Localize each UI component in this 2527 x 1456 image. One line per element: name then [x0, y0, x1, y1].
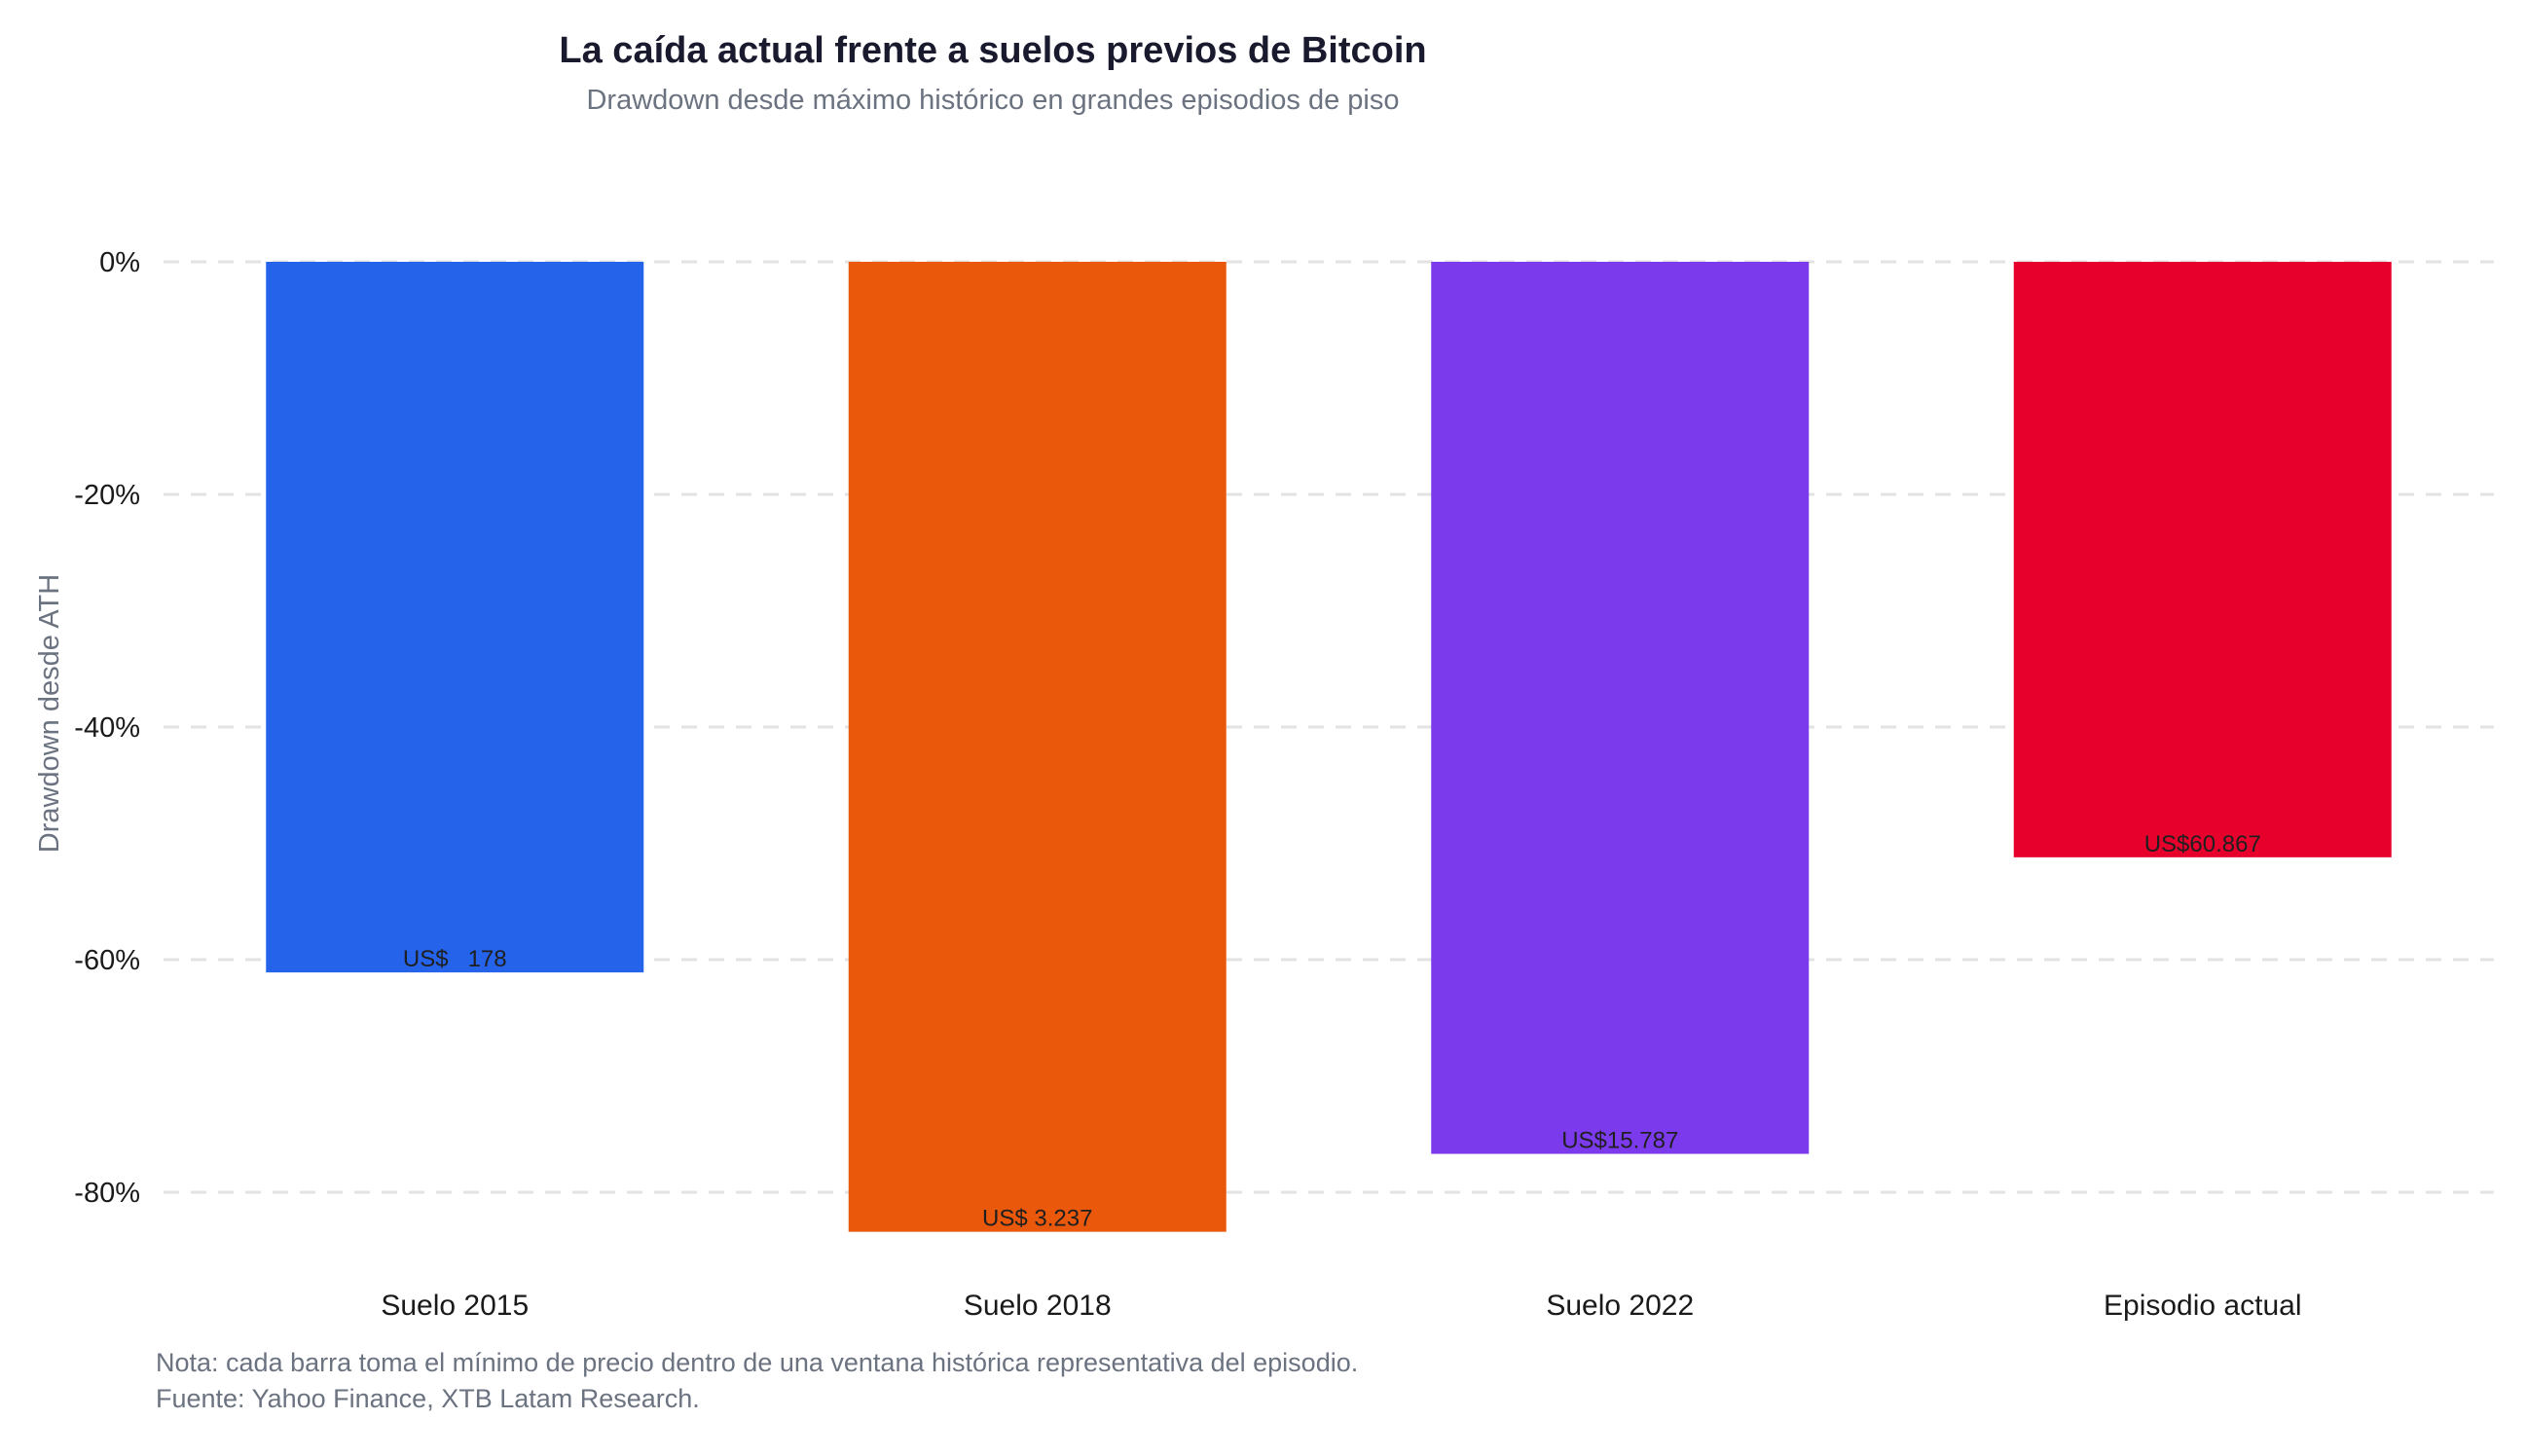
y-tick-label: -60%: [74, 945, 140, 976]
note-text: Nota: cada barra toma el mínimo de preci…: [156, 1348, 1358, 1377]
y-tick-label: 0%: [99, 247, 140, 278]
source-text: Fuente: Yahoo Finance, XTB Latam Researc…: [156, 1384, 700, 1413]
chart-title: La caída actual frente a suelos previos …: [559, 30, 1426, 71]
y-tick-label: -80%: [74, 1178, 140, 1209]
x-tick-label: Suelo 2018: [964, 1290, 1112, 1322]
data-labels: US$ 178 US$ 3.237 US$15.787 US$60.867: [403, 831, 2261, 1232]
x-tick-label: Episodio actual: [2104, 1290, 2301, 1322]
bar: [848, 262, 1227, 1232]
bar: [1431, 262, 1810, 1154]
bar-data-label: US$60.867: [2144, 831, 2261, 857]
y-tick-label: -40%: [74, 712, 140, 744]
chart-subtitle: Drawdown desde máximo histórico en grand…: [586, 85, 1399, 116]
bars: [266, 262, 2392, 1232]
y-axis-label: Drawdown desde ATH: [34, 574, 65, 853]
bar: [266, 262, 644, 973]
y-tick-label: -20%: [74, 480, 140, 511]
bar: [2013, 262, 2392, 857]
bar-data-label: US$ 3.237: [982, 1206, 1092, 1232]
y-axis-ticks: 0% -20% -40% -60% -80%: [74, 247, 140, 1209]
x-tick-label: Suelo 2015: [381, 1290, 529, 1322]
bar-data-label: US$15.787: [1561, 1128, 1678, 1154]
x-tick-label: Suelo 2022: [1546, 1290, 1694, 1322]
x-axis-ticks: Suelo 2015 Suelo 2018 Suelo 2022 Episodio a…: [381, 1290, 2301, 1322]
bar-data-label: US$ 178: [403, 946, 507, 972]
